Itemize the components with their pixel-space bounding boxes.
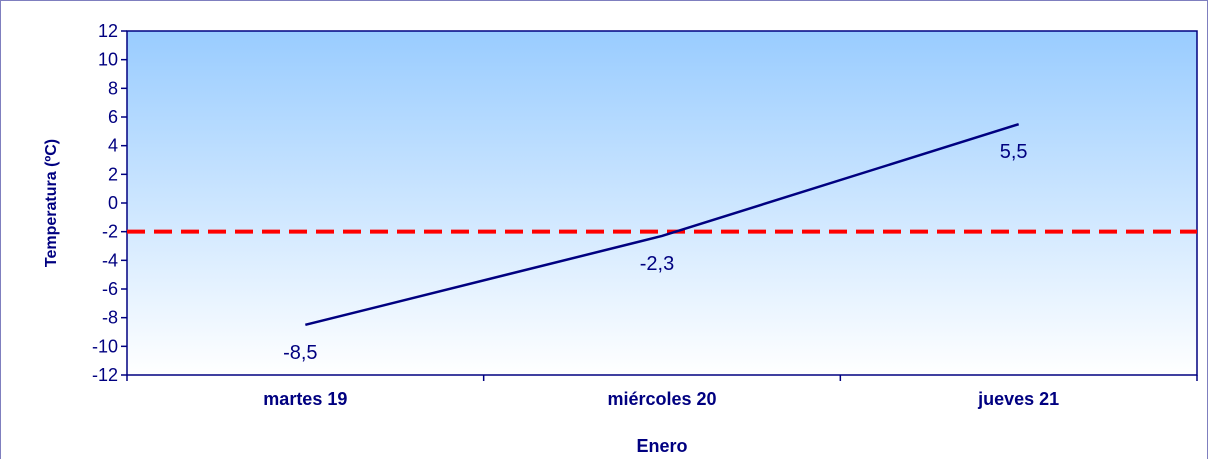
x-tick-label: martes 19 [263, 389, 347, 409]
y-tick-label: -8 [102, 308, 118, 328]
x-tick-label: miércoles 20 [607, 389, 716, 409]
plot-area [127, 31, 1197, 375]
data-label: -2,3 [640, 253, 674, 275]
y-tick-label: 12 [98, 21, 118, 41]
y-tick-label: 2 [108, 164, 118, 184]
y-tick-label: -12 [92, 365, 118, 385]
data-label: -8,5 [283, 342, 317, 364]
y-tick-label: 4 [108, 136, 118, 156]
y-tick-label: 0 [108, 193, 118, 213]
y-tick-label: 6 [108, 107, 118, 127]
y-tick-label: -4 [102, 250, 118, 270]
y-axis-label: Temperatura (ºC) [43, 139, 60, 267]
y-tick-label: 10 [98, 50, 118, 70]
y-tick-label: 8 [108, 78, 118, 98]
data-label: 5,5 [1000, 141, 1028, 163]
y-tick-label: -2 [102, 222, 118, 242]
y-tick-label: -6 [102, 279, 118, 299]
y-tick-label: -10 [92, 336, 118, 356]
x-axis-label: Enero [636, 436, 687, 456]
x-tick-label: jueves 21 [977, 389, 1059, 409]
